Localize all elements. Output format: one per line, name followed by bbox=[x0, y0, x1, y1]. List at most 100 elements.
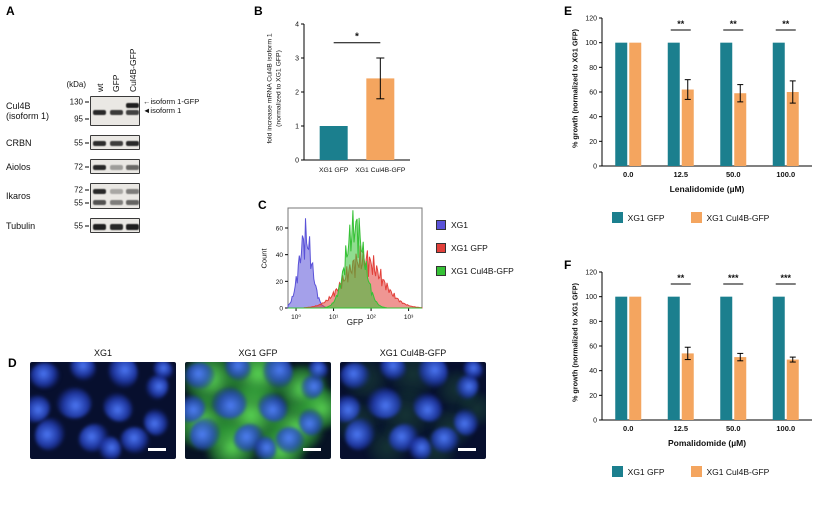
micrograph-block-xg1: XG1 bbox=[30, 348, 176, 459]
panel-f-pomalidomide-chart: F % growth (normalized to XG1 GFP) 0 20 40… bbox=[556, 256, 825, 507]
panel-a-western-blots: A (kDa) wt GFP Cul4B-GFP Cul4B (isoform 1) 1… bbox=[6, 4, 306, 254]
legend-item-XG1 GFP: XG1 GFP bbox=[436, 243, 514, 253]
band-annotation: ←isoform 1-GFP bbox=[143, 97, 200, 106]
blot-image bbox=[90, 218, 140, 233]
micrograph-block-xg1-cul4b-gfp: XG1 Cul4B-GFP bbox=[340, 348, 486, 459]
mw-marker-72: 72 bbox=[74, 162, 83, 171]
scale-bar bbox=[148, 448, 166, 451]
significance-stars: ** bbox=[730, 19, 738, 29]
nucleus-dapi-blob bbox=[104, 362, 142, 392]
band-annotation: ◄isoform 1 bbox=[143, 106, 182, 115]
bar-XG1 GFP-50.0 bbox=[720, 42, 733, 166]
scale-bar bbox=[458, 448, 476, 451]
blot-row: Ikaros 72 55 bbox=[6, 183, 306, 209]
protein-band bbox=[126, 165, 139, 170]
bar-XG1 GFP-100.0 bbox=[772, 42, 785, 166]
protein-band bbox=[109, 141, 123, 146]
mw-marker-tick bbox=[85, 142, 89, 143]
x-category-label: 12.5 bbox=[673, 424, 688, 433]
blot-target-label: Ikaros bbox=[6, 191, 31, 201]
x-category-label: XG1 GFP bbox=[319, 167, 349, 174]
x-category-label: 50.0 bbox=[726, 170, 741, 179]
panel-b-label: B bbox=[254, 4, 263, 18]
significance-stars: *** bbox=[780, 273, 791, 283]
y-tick-label: 100 bbox=[585, 40, 597, 47]
blot-target-label: CRBN bbox=[6, 137, 32, 148]
bar-XG1 Cul4B-GFP-100.0 bbox=[786, 92, 799, 166]
panel-d-microscopy: D XG1 XG1 GFP XG1 Cul4B-GFP bbox=[6, 346, 511, 504]
legend-label: XG1 Cul4B-GFP bbox=[706, 466, 770, 477]
panel-c-label: C bbox=[258, 198, 267, 212]
bar-XG1 GFP-12.5 bbox=[667, 296, 680, 420]
bar-XG1 Cul4B-GFP-0.0 bbox=[629, 296, 642, 420]
y-tick-label: 2 bbox=[295, 90, 299, 97]
y-tick-label: 60 bbox=[276, 226, 284, 233]
mw-marker-tick bbox=[85, 118, 89, 119]
protein-band bbox=[126, 141, 139, 146]
micrograph-title: XG1 Cul4B-GFP bbox=[379, 348, 447, 358]
protein-band bbox=[109, 110, 123, 116]
mw-marker-55: 55 bbox=[74, 198, 83, 207]
legend-label: XG1 Cul4B-GFP bbox=[706, 212, 770, 223]
legend-swatch bbox=[436, 266, 446, 276]
x-category-label: 0.0 bbox=[623, 424, 633, 433]
micrograph-image-xg1-gfp bbox=[185, 362, 331, 459]
protein-band bbox=[126, 110, 139, 116]
blot-image bbox=[90, 159, 140, 174]
legend-label: XG1 bbox=[451, 220, 469, 230]
micrograph-image-xg1 bbox=[30, 362, 176, 459]
mw-marker-130: 130 bbox=[69, 97, 83, 107]
protein-band bbox=[93, 141, 106, 146]
y-tick-label: 60 bbox=[589, 344, 597, 351]
nucleus-dapi-blob bbox=[340, 362, 370, 389]
bar-XG1 Cul4B-GFP-50.0 bbox=[734, 93, 747, 166]
x-category-label: 100.0 bbox=[776, 424, 795, 433]
mw-marker-tick bbox=[85, 202, 89, 203]
y-axis-label-line1: fold increase mRNA Cul4B isoform 1 bbox=[266, 33, 274, 144]
legend-label: XG1 GFP bbox=[627, 466, 665, 477]
panel-e-label: E bbox=[564, 4, 573, 18]
x-axis-label: Pomalidomide (µM) bbox=[668, 438, 746, 448]
nucleus-dapi-blob bbox=[98, 435, 123, 459]
bar-XG1 GFP-50.0 bbox=[720, 296, 733, 420]
y-tick-label: 0 bbox=[279, 306, 283, 313]
micrograph-title: XG1 bbox=[93, 348, 112, 358]
y-tick-label: 0 bbox=[593, 164, 597, 171]
bar-XG1 Cul4B-GFP-50.0 bbox=[734, 357, 747, 420]
mw-marker-55: 55 bbox=[74, 221, 83, 230]
legend-item-XG1: XG1 bbox=[436, 220, 514, 230]
y-tick-label: 20 bbox=[589, 139, 597, 146]
nucleus-dapi-blob bbox=[96, 386, 139, 428]
x-category-label: XG1 Cul4B-GFP bbox=[355, 167, 406, 174]
mw-marker-column: 55 bbox=[62, 135, 90, 150]
x-category-label: 50.0 bbox=[726, 424, 741, 433]
protein-band bbox=[109, 189, 123, 195]
mw-marker-column: 130 95 bbox=[62, 96, 90, 126]
histogram-curve-XG1 Cul4B-GFP bbox=[288, 210, 422, 309]
legend-swatch bbox=[690, 466, 702, 477]
blot-image bbox=[90, 135, 140, 150]
y-tick-label: 80 bbox=[589, 65, 597, 72]
y-tick-label: 120 bbox=[585, 270, 597, 277]
micrograph-block-xg1-gfp: XG1 GFP bbox=[185, 348, 331, 459]
y-tick-label: 0 bbox=[593, 418, 597, 425]
protein-band bbox=[93, 223, 106, 230]
legend-item-XG1 Cul4B-GFP: XG1 Cul4B-GFP bbox=[690, 212, 770, 223]
legend-swatch bbox=[611, 466, 623, 477]
nucleus-dapi-blob bbox=[185, 362, 215, 389]
blot-target-label: Aiolos bbox=[6, 161, 31, 172]
y-tick-label: 3 bbox=[295, 56, 299, 63]
protein-band bbox=[109, 165, 123, 170]
legend-swatch bbox=[436, 220, 446, 230]
bar-XG1 GFP-0.0 bbox=[615, 296, 628, 420]
bar-XG1 GFP-100.0 bbox=[772, 296, 785, 420]
panel-d-label: D bbox=[8, 356, 17, 370]
protein-band bbox=[126, 223, 139, 230]
protein-band bbox=[93, 189, 106, 195]
legend-item-XG1 Cul4B-GFP: XG1 Cul4B-GFP bbox=[436, 266, 514, 276]
panel-e-chart: 0 20 40 60 80 100 120 0.0 12.5 50.0 100.0 ** ** ** Len… bbox=[585, 16, 812, 194]
y-axis-label-line2: (normalized to XG1 GFP) bbox=[275, 50, 282, 127]
x-category-label: 0.0 bbox=[623, 170, 633, 179]
